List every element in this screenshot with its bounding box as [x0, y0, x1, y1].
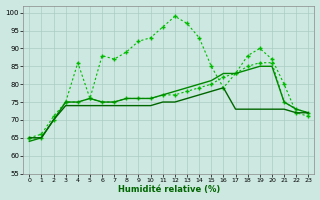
X-axis label: Humidité relative (%): Humidité relative (%): [118, 185, 220, 194]
